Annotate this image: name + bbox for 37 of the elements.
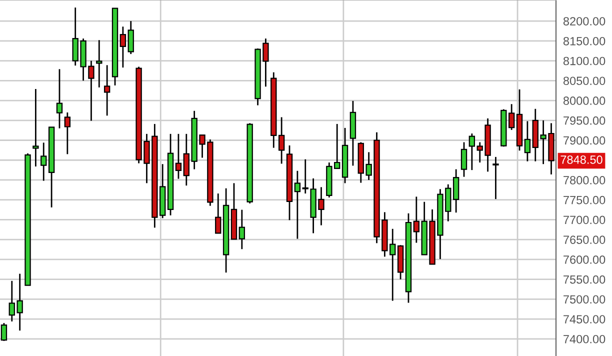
candlestick [0,322,8,342]
y-tick-label: 7400.00 [564,334,606,344]
candlestick [104,64,110,116]
candlestick [468,132,476,171]
candlestick [56,68,63,130]
y-tick-label: 8100.00 [563,56,606,66]
y-tick-label: 7750.00 [564,196,606,204]
candlestick [238,209,246,250]
candlestick [492,156,499,200]
candlestick [96,39,102,88]
candlestick [175,133,182,180]
candlestick [120,26,126,68]
candlestick [524,120,531,162]
candlestick [278,116,285,164]
y-tick-label: 7650.00 [564,236,606,244]
candlestick [40,142,47,182]
y-tick-label: 7700.00 [564,216,606,224]
y-tick-label: 8000.00 [563,96,606,105]
y-tick-label: 7800.00 [564,176,606,184]
candlestick [215,192,222,234]
candlestick [128,20,134,55]
y-tick-label: 8050.00 [563,76,606,86]
y-tick-label: 7500.00 [564,295,606,304]
y-tick-label: 7450.00 [564,315,606,324]
y-tick-label: 7950.00 [564,116,606,125]
text: 7848.50 [560,156,602,164]
y-tick-label: 8150.00 [563,36,606,46]
y-tick-label: 8200.00 [563,17,606,26]
candlestick [508,103,515,131]
candlestick [460,142,468,178]
candlestick [32,88,39,168]
candlestick [64,112,71,155]
y-tick-label: 7900.00 [564,136,606,145]
y-tick-label: 7550.00 [564,275,606,284]
candlestick [294,170,301,240]
candlestick [452,168,460,214]
y-tick-label: 7600.00 [564,255,606,264]
